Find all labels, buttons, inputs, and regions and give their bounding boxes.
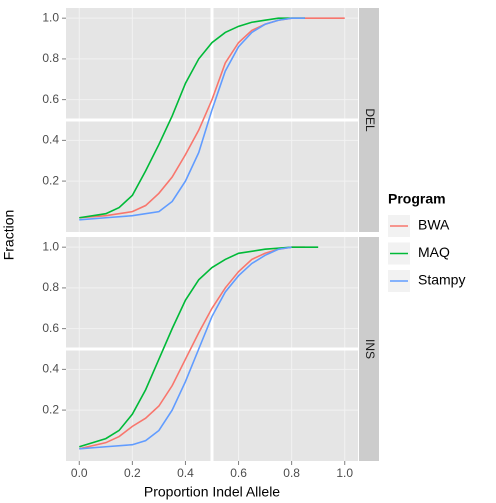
legend-title: Program: [388, 191, 446, 207]
y-tick-label: 0.2: [42, 173, 59, 187]
x-tick-label: 0.0: [71, 466, 88, 480]
y-tick-label: 0.2: [42, 402, 59, 416]
y-tick-label: 0.6: [42, 92, 59, 106]
ecdf-line: [79, 246, 319, 448]
facet-label: DEL: [363, 108, 377, 132]
y-tick-label: 0.8: [42, 280, 59, 294]
x-tick-label: 0.2: [124, 466, 141, 480]
facet-strip: [359, 8, 379, 232]
legend-label: Stampy: [418, 272, 465, 288]
y-tick-label: 0.8: [42, 51, 59, 65]
ecdf-line: [79, 246, 292, 450]
x-axis-label: Proportion Indel Allele: [144, 484, 280, 500]
y-axis-label: Fraction: [1, 210, 17, 261]
y-tick-label: 0.4: [42, 362, 59, 376]
ecdf-line: [79, 17, 305, 219]
ecdf-line: [79, 246, 305, 450]
y-tick-label: 1.0: [42, 239, 59, 253]
ecdf-line: [79, 17, 305, 221]
facet-strip: [359, 237, 379, 461]
legend-label: MAQ: [418, 244, 450, 260]
y-tick-label: 0.4: [42, 133, 59, 147]
x-tick-label: 0.8: [283, 466, 300, 480]
facet-label: INS: [363, 339, 377, 359]
y-tick-label: 1.0: [42, 10, 59, 24]
legend-label: BWA: [418, 217, 450, 233]
y-tick-label: 0.6: [42, 321, 59, 335]
x-tick-label: 0.6: [230, 466, 247, 480]
x-tick-label: 1.0: [336, 466, 353, 480]
x-tick-label: 0.4: [177, 466, 194, 480]
